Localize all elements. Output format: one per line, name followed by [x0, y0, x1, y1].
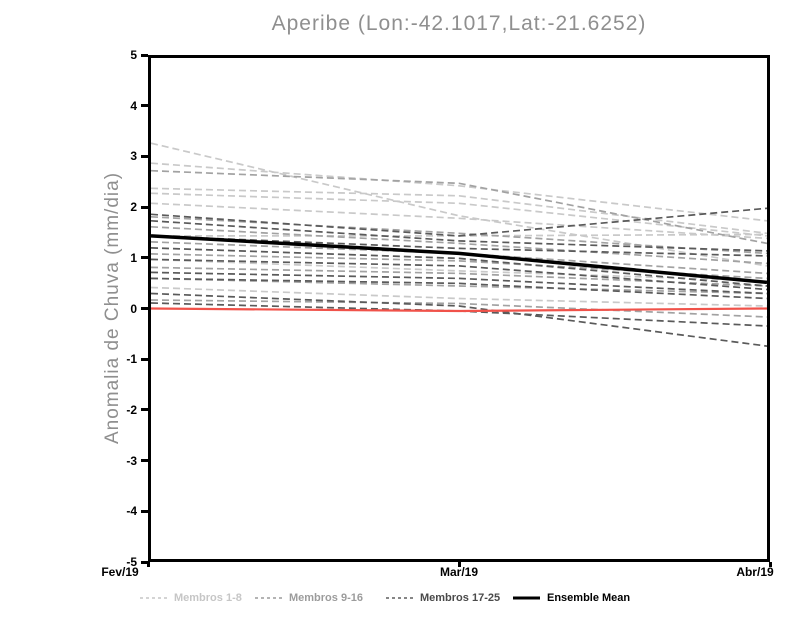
member-line-group-2: [151, 169, 767, 245]
member-line-group-2: [151, 253, 767, 280]
y-axis-tick: [141, 256, 148, 259]
x-axis-tick-label: Mar/19: [439, 565, 479, 579]
plot-area: [148, 55, 770, 562]
x-axis-tick: [147, 562, 150, 567]
dashed-line-sample-icon: [386, 597, 413, 599]
x-axis-tick: [458, 562, 461, 567]
legend-label: Ensemble Mean: [547, 592, 631, 604]
y-axis-tick-label: 2: [130, 200, 137, 214]
dashed-line-sample-icon: [255, 597, 282, 599]
member-line-group-2: [151, 277, 767, 295]
legend-label: Membros 17-25: [420, 592, 501, 604]
y-axis-tick: [141, 104, 148, 107]
legend-item-membros-9-16: Membros 9-16: [255, 590, 363, 606]
member-line-group-3: [151, 207, 767, 237]
x-axis-tick-label: Fev/19: [101, 565, 139, 579]
member-line-group-1: [151, 192, 767, 237]
y-axis-tick: [141, 358, 148, 361]
y-axis-tick: [141, 459, 148, 462]
x-axis-tick-label: Abr/19: [736, 565, 774, 579]
y-axis-tick-label: 0: [130, 302, 137, 316]
member-line-group-3: [151, 258, 767, 291]
y-axis-tick-label: 1: [130, 251, 137, 265]
member-line-group-2: [151, 299, 767, 318]
y-axis-tick: [141, 307, 148, 310]
member-line-group-3: [151, 271, 767, 295]
member-line-group-1: [151, 142, 767, 267]
y-axis-tick: [141, 510, 148, 513]
legend-item-ensemble-mean: Ensemble Mean: [513, 590, 630, 606]
solid-line-sample-icon: [513, 596, 540, 600]
member-line-group-2: [151, 225, 767, 265]
legend-item-membros-17-25: Membros 17-25: [386, 590, 500, 606]
y-axis-tick-label: -3: [126, 454, 137, 468]
y-axis-tick: [141, 408, 148, 411]
y-axis-tick: [141, 155, 148, 158]
member-line-group-1: [151, 187, 767, 235]
member-line-group-1: [151, 258, 767, 282]
y-axis-tick-label: 5: [130, 48, 137, 62]
legend-label: Membros 9-16: [289, 592, 363, 604]
y-axis-tick-label: -1: [126, 352, 137, 366]
y-axis-tick-label: 3: [130, 149, 137, 163]
member-line-group-3: [151, 277, 767, 300]
member-line-group-1: [151, 202, 767, 240]
member-line-group-2: [151, 266, 767, 287]
y-axis-tick: [141, 561, 148, 564]
dashed-line-sample-icon: [140, 597, 167, 599]
member-line-group-1: [151, 286, 767, 307]
legend-item-membros-1-8: Membros 1-8: [140, 590, 242, 606]
y-axis-tick-label: -4: [126, 504, 137, 518]
y-axis-tick: [141, 54, 148, 57]
y-axis-tick: [141, 206, 148, 209]
member-line-group-3: [151, 219, 767, 252]
ensemble-mean-line: [151, 234, 767, 285]
legend-label: Membros 1-8: [174, 592, 242, 604]
chart-title: Aperibe (Lon:-42.1017,Lat:-21.6252): [271, 12, 647, 35]
plot-lines-svg: [151, 142, 767, 347]
member-line-group-1: [151, 162, 767, 222]
zero-reference-line: [151, 307, 767, 313]
member-line-group-3: [151, 292, 767, 347]
y-axis-tick-label: -2: [126, 403, 137, 417]
member-line-group-3: [151, 247, 767, 287]
y-axis-tick-label: 4: [130, 99, 137, 113]
y-axis-tick-label: -5: [126, 555, 137, 569]
x-axis-tick: [769, 562, 772, 567]
